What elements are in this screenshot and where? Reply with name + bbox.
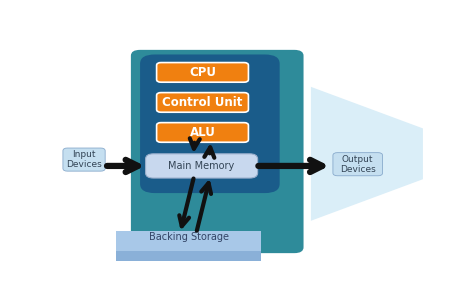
FancyBboxPatch shape [156, 93, 248, 112]
Text: Main Memory: Main Memory [168, 161, 235, 171]
Text: ALU: ALU [190, 126, 216, 139]
Bar [116, 231, 261, 261]
FancyBboxPatch shape [333, 153, 383, 176]
Text: Output
Devices: Output Devices [340, 154, 375, 174]
FancyBboxPatch shape [146, 154, 258, 178]
FancyBboxPatch shape [63, 148, 105, 171]
FancyBboxPatch shape [156, 63, 248, 82]
Text: Control Unit: Control Unit [162, 96, 243, 109]
Text: CPU: CPU [189, 66, 216, 79]
Polygon shape [311, 87, 423, 221]
FancyBboxPatch shape [140, 55, 280, 193]
FancyBboxPatch shape [131, 50, 303, 253]
Bar [116, 231, 261, 251]
Text: Input
Devices: Input Devices [66, 150, 102, 169]
Text: Backing Storage: Backing Storage [149, 232, 229, 242]
FancyBboxPatch shape [156, 123, 248, 142]
